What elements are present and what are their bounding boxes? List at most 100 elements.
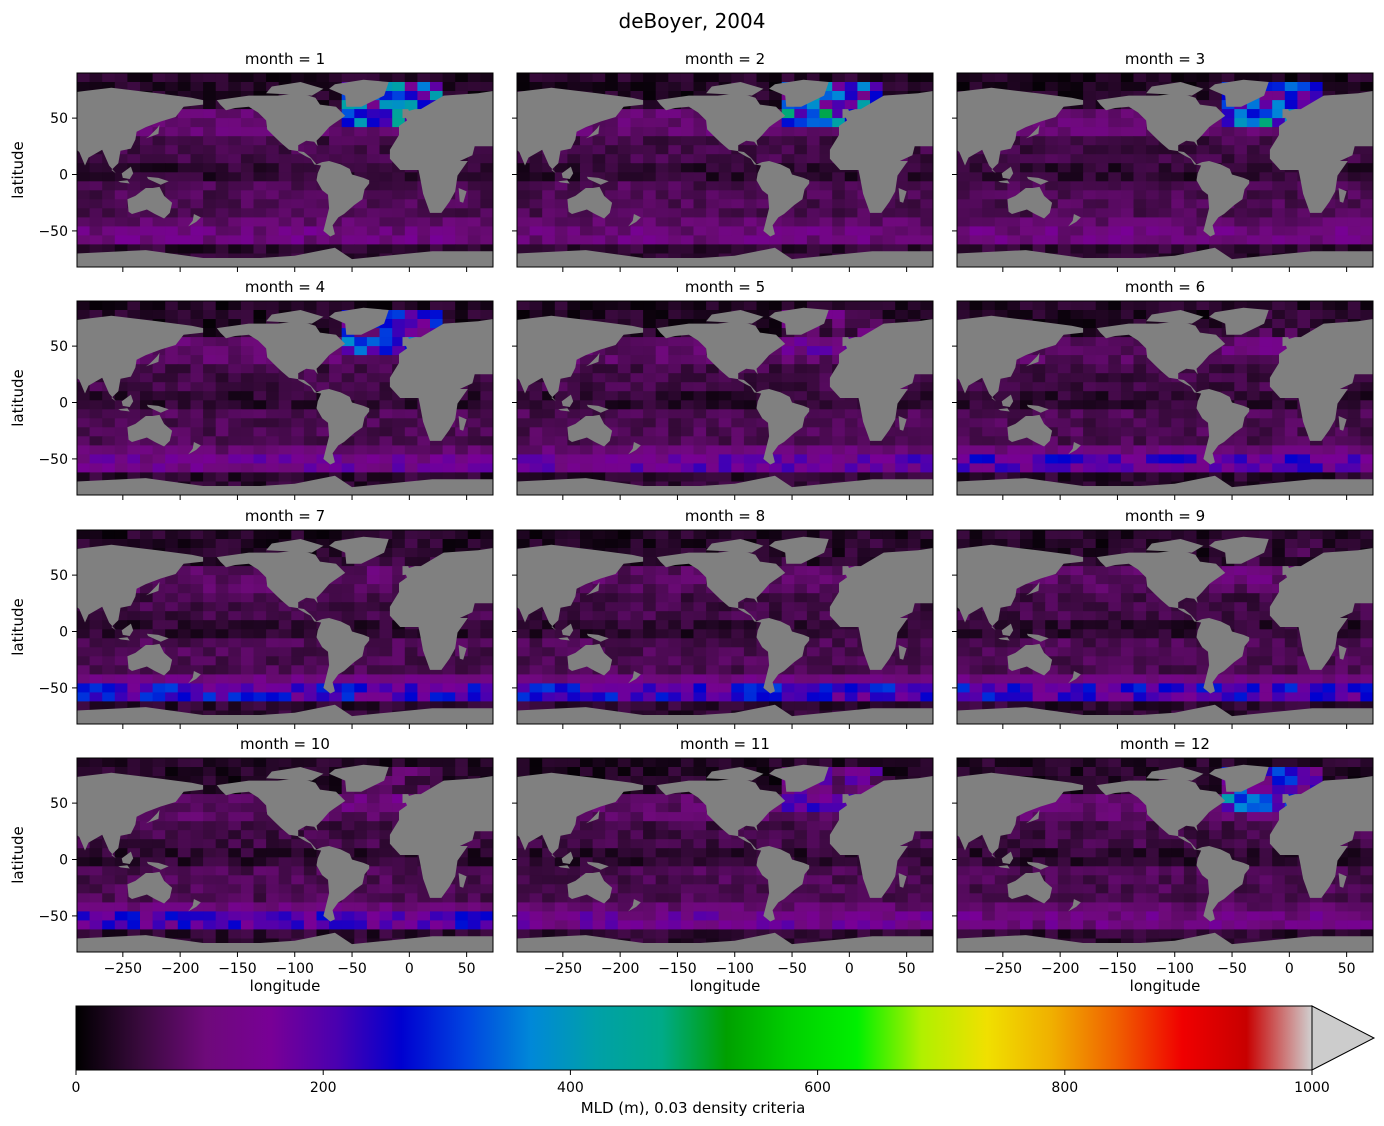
y-tick-label: −50 [38, 909, 68, 925]
y-tick-label: −50 [38, 681, 68, 697]
y-tick-label: 0 [59, 625, 68, 641]
axes-frame [956, 72, 1374, 268]
x-axis-label: longitude [250, 977, 321, 995]
mld-field [957, 73, 1373, 267]
axes-frame [956, 300, 1374, 496]
colorbar-gradient [76, 1006, 1312, 1070]
axes-frame [76, 300, 494, 496]
map-panel: month = 12 −250 −200 −150 −100 −50 0 50 longitud… [952, 735, 1374, 995]
x-tick-label: −100 [716, 961, 754, 977]
figure-title: deBoyer, 2004 [619, 9, 766, 33]
x-tick-label: 50 [1338, 961, 1356, 977]
x-tick-label: −200 [601, 961, 639, 977]
x-tick-label: 0 [845, 961, 854, 977]
x-tick-label: −100 [276, 961, 314, 977]
panel-title: month = 3 [1125, 50, 1205, 68]
mld-field [77, 73, 493, 267]
map-panel: month = 11 −250 −200 −150 −100 −50 0 50 longitud… [512, 735, 934, 995]
y-tick-label: 0 [59, 396, 68, 412]
y-tick-label: 0 [59, 853, 68, 869]
map-panel: month = 5 [512, 278, 934, 500]
x-tick-label: −200 [161, 961, 199, 977]
colorbar-tick-label: 600 [804, 1080, 831, 1096]
panel-title: month = 12 [1120, 735, 1210, 753]
mld-field [957, 758, 1373, 952]
x-tick-label: 0 [405, 961, 414, 977]
colorbar-tick-label: 0 [72, 1080, 81, 1096]
panel-title: month = 1 [245, 50, 325, 68]
y-tick-label: −50 [38, 452, 68, 468]
x-tick-label: −150 [658, 961, 696, 977]
panel-title: month = 7 [245, 507, 325, 525]
mld-field [517, 73, 933, 267]
x-tick-label: −50 [777, 961, 807, 977]
x-tick-label: 50 [458, 961, 476, 977]
colorbar-tick-label: 1000 [1294, 1080, 1330, 1096]
panel-grid: month = 1 50 0 −50 latitude month = 2 month = … [9, 50, 1374, 995]
y-axis-label: latitude [9, 826, 27, 884]
mld-field [957, 301, 1373, 495]
colorbar: 0 200 400 600 800 1000 [72, 1005, 1376, 1096]
map-panel: month = 8 [512, 507, 934, 729]
panel-title: month = 9 [1125, 507, 1205, 525]
panel-title: month = 11 [680, 735, 770, 753]
x-axis-label: longitude [690, 977, 761, 995]
colorbar-tick-label: 800 [1051, 1080, 1078, 1096]
y-tick-label: 50 [50, 796, 68, 812]
mld-field [517, 530, 933, 724]
panel-title: month = 8 [685, 507, 765, 525]
mld-field [957, 530, 1373, 724]
map-panel: month = 1 50 0 −50 latitude [9, 50, 494, 272]
mld-field [77, 758, 493, 952]
x-tick-label: −250 [984, 961, 1022, 977]
y-axis-label: latitude [9, 369, 27, 427]
panel-title: month = 2 [685, 50, 765, 68]
map-panel: month = 6 [952, 278, 1374, 500]
y-tick-label: −50 [38, 224, 68, 240]
axes-frame [76, 757, 494, 953]
axes-frame [516, 529, 934, 725]
mld-field [77, 530, 493, 724]
colorbar-frame [75, 1005, 1313, 1071]
x-tick-label: −200 [1041, 961, 1079, 977]
y-axis-label: latitude [9, 598, 27, 656]
colorbar-label: MLD (m), 0.03 density criteria [581, 1099, 806, 1117]
y-axis-label: latitude [9, 141, 27, 199]
map-panel: month = 7 50 0 −50 latitude [9, 507, 494, 729]
mld-field [517, 758, 933, 952]
axes-frame [956, 757, 1374, 953]
x-tick-label: −100 [1156, 961, 1194, 977]
colorbar-extend-arrow [1311, 1005, 1376, 1071]
axes-frame [516, 72, 934, 268]
colorbar-tick-label: 400 [557, 1080, 584, 1096]
map-panel: month = 9 [952, 507, 1374, 729]
panel-title: month = 4 [245, 278, 325, 296]
map-panel: month = 4 50 0 −50 latitude [9, 278, 494, 500]
axes-frame [76, 529, 494, 725]
map-panel: month = 2 [512, 50, 934, 272]
axes-frame [76, 72, 494, 268]
panel-title: month = 5 [685, 278, 765, 296]
x-tick-label: −250 [104, 961, 142, 977]
map-panel: month = 10 −250 −200 −150 −100 −50 0 50 50 0 −50 la… [9, 735, 494, 995]
axes-frame [956, 529, 1374, 725]
x-tick-label: −50 [1217, 961, 1247, 977]
y-tick-label: 50 [50, 111, 68, 127]
y-tick-label: 50 [50, 339, 68, 355]
map-panel: month = 3 [952, 50, 1374, 272]
colorbar-tick-label: 200 [310, 1080, 337, 1096]
axes-frame [516, 757, 934, 953]
mld-field [517, 301, 933, 495]
x-tick-label: 50 [898, 961, 916, 977]
x-tick-label: −150 [1098, 961, 1136, 977]
panel-title: month = 10 [240, 735, 330, 753]
x-tick-label: −150 [218, 961, 256, 977]
x-tick-label: −250 [544, 961, 582, 977]
panel-title: month = 6 [1125, 278, 1205, 296]
x-tick-label: 0 [1285, 961, 1294, 977]
y-tick-label: 0 [59, 168, 68, 184]
x-axis-label: longitude [1130, 977, 1201, 995]
x-tick-label: −50 [337, 961, 367, 977]
mld-field [77, 301, 493, 495]
